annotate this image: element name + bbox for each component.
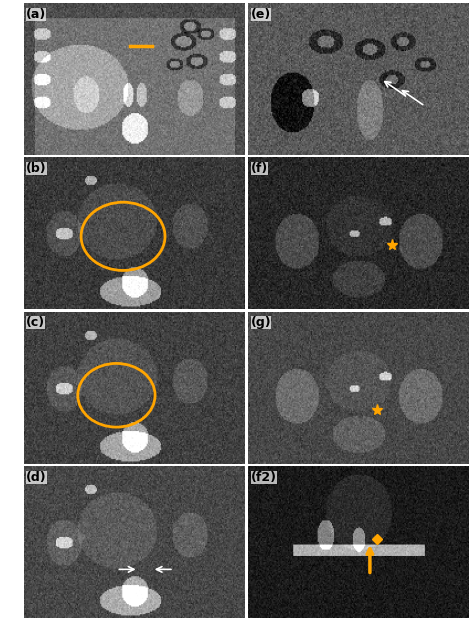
Text: (f): (f) xyxy=(251,162,268,175)
Text: (b): (b) xyxy=(26,162,46,175)
Text: (e): (e) xyxy=(251,7,271,20)
Text: (f2): (f2) xyxy=(251,471,277,484)
Text: (a): (a) xyxy=(26,7,46,20)
Text: (g): (g) xyxy=(251,317,271,329)
Text: (c): (c) xyxy=(26,317,45,329)
Text: (d): (d) xyxy=(26,471,46,484)
